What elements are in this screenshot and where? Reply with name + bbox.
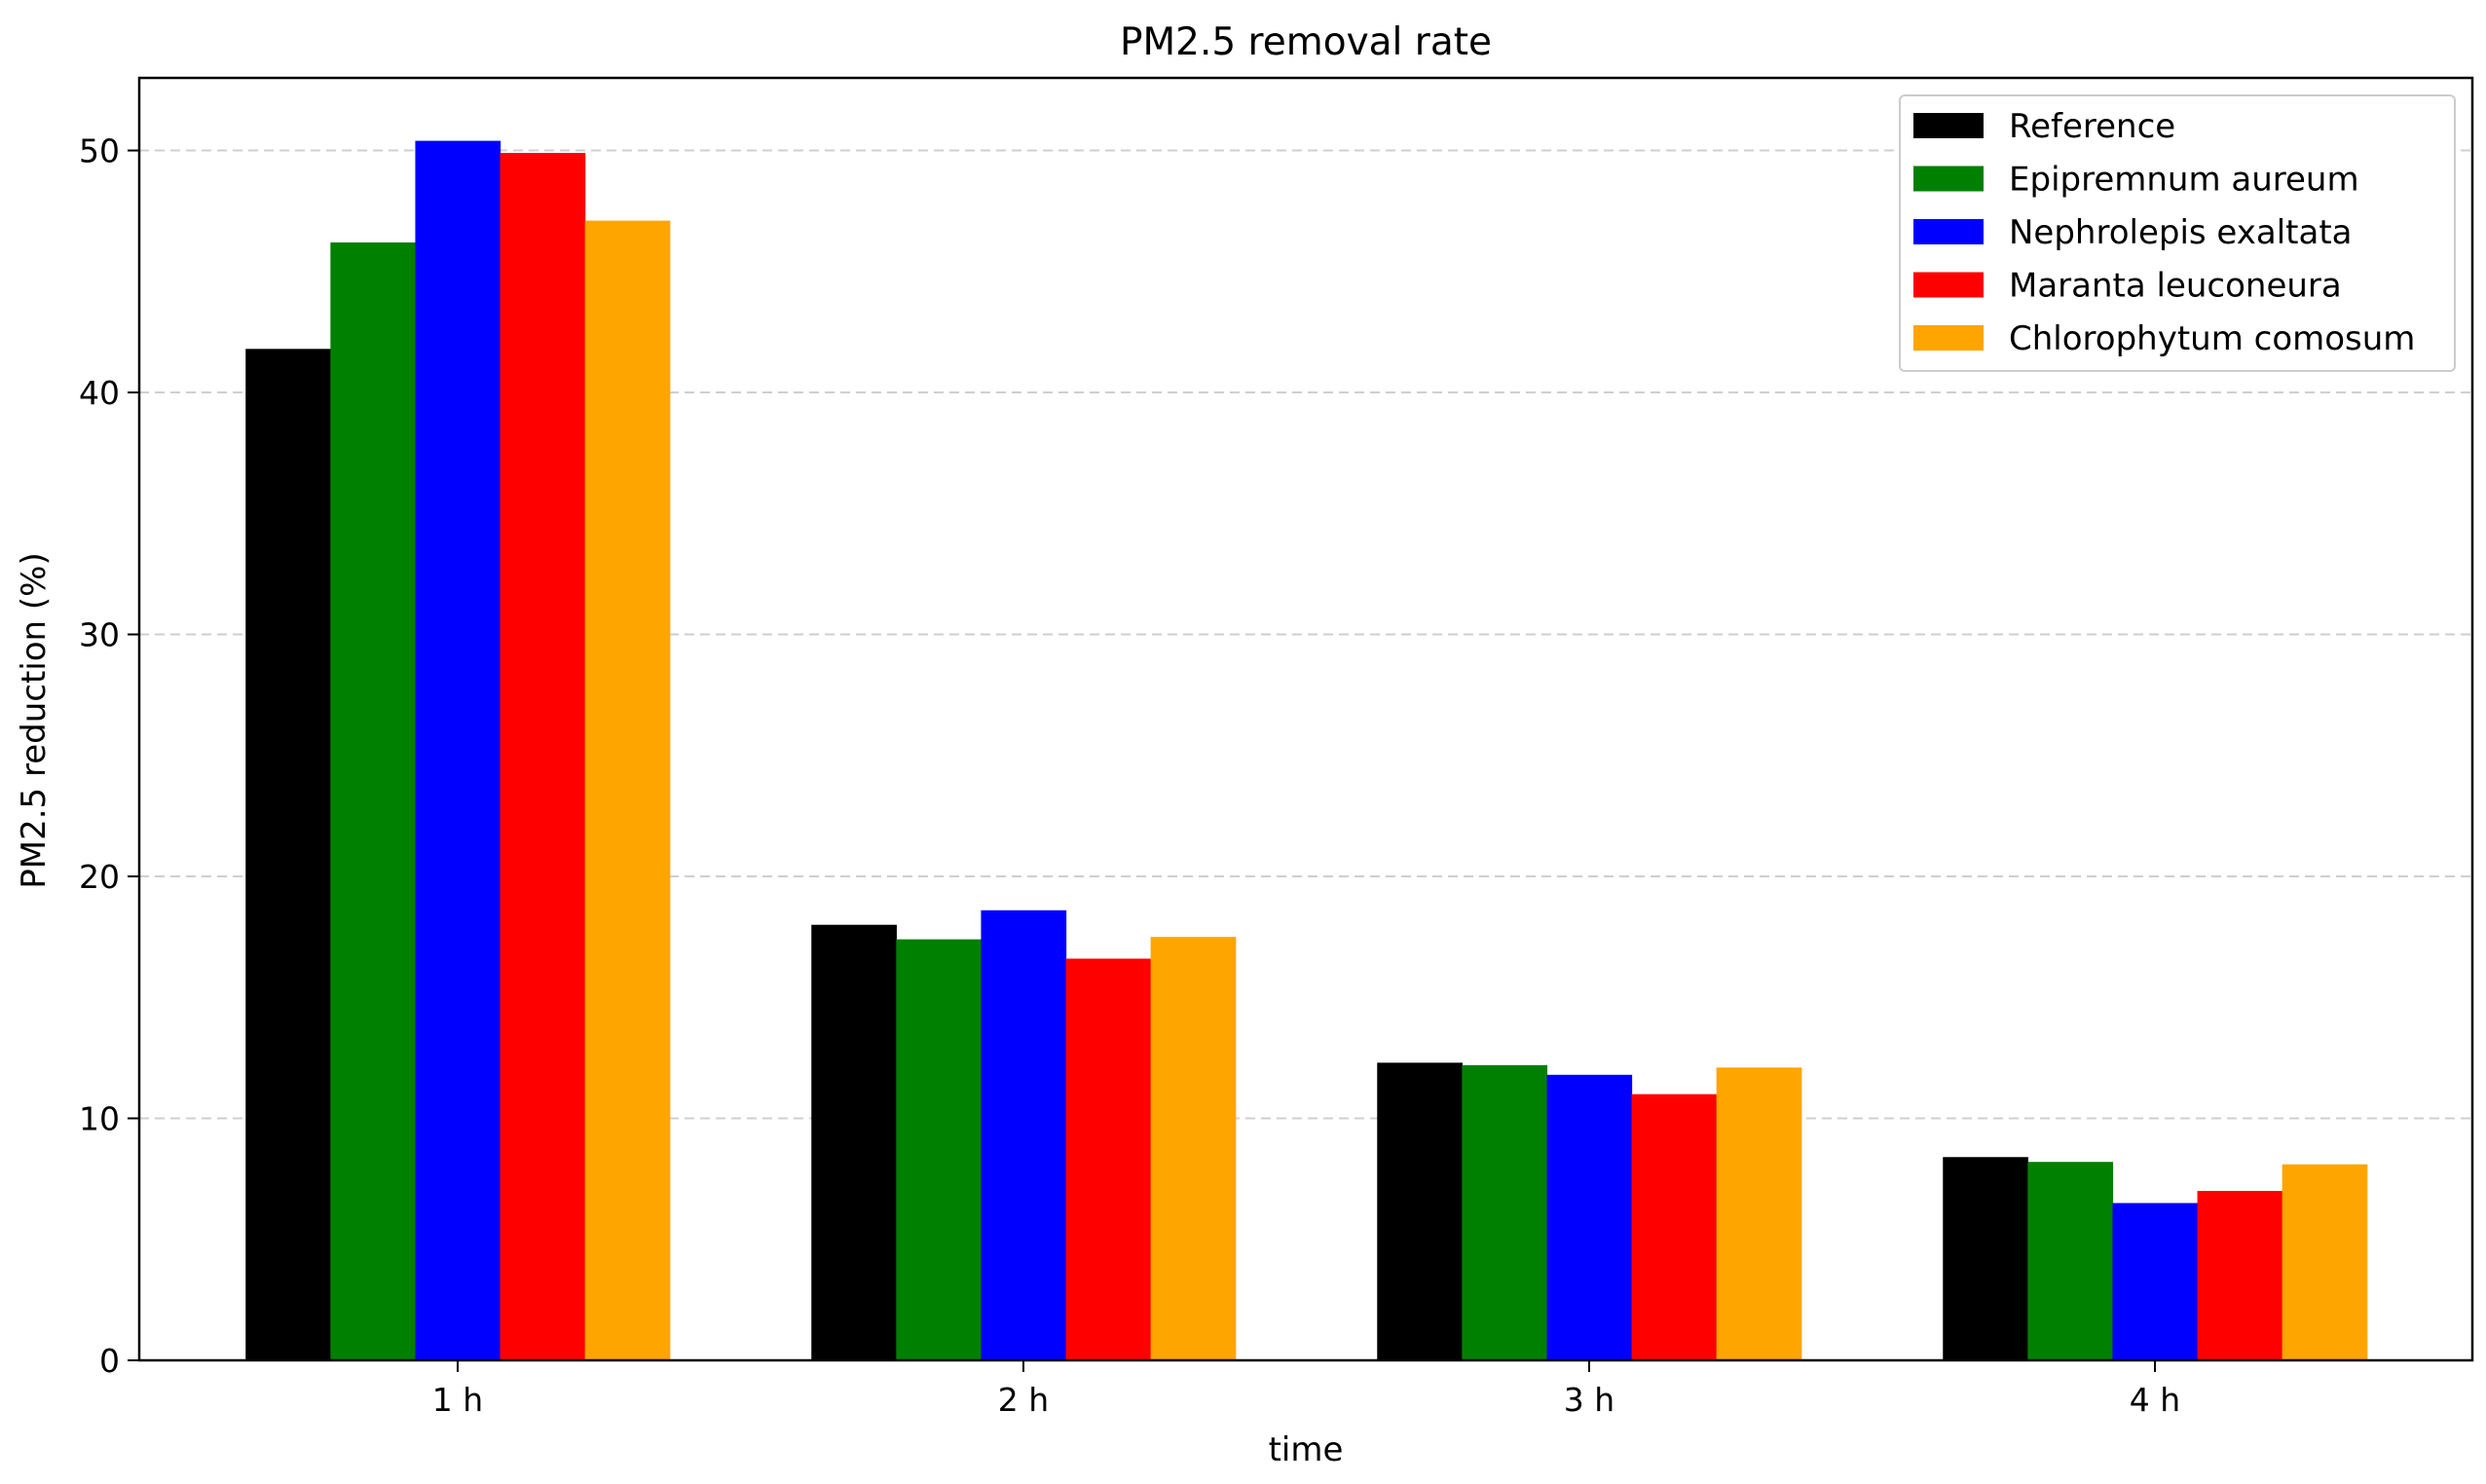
x-tick-label: 2 h: [998, 1381, 1049, 1419]
legend-box: [1899, 94, 2456, 372]
legend-swatch: [1913, 272, 1984, 298]
bar: [584, 220, 671, 1361]
legend-swatch: [1913, 166, 1984, 192]
bar: [1065, 958, 1152, 1360]
y-axis-label: PM2.5 reduction (%): [15, 552, 54, 888]
legend-label: Chlorophytum comosum: [2009, 319, 2415, 358]
legend-swatch: [1913, 219, 1984, 244]
y-tick-label: 30: [79, 616, 120, 654]
bar: [500, 153, 586, 1360]
legend-label: Maranta leuconeura: [2009, 267, 2342, 306]
bar: [1150, 937, 1237, 1360]
bar: [1546, 1074, 1633, 1360]
y-tick-label: 40: [79, 374, 120, 412]
x-axis-label: time: [1269, 1430, 1344, 1469]
bar: [2282, 1164, 2368, 1360]
bar: [1943, 1157, 2028, 1360]
bar: [1631, 1094, 1718, 1360]
bar: [245, 349, 331, 1360]
y-tick-label: 0: [99, 1342, 120, 1380]
y-tick-label: 50: [79, 132, 120, 170]
bar: [2197, 1191, 2283, 1360]
y-tick-label: 20: [79, 858, 120, 896]
bar: [1462, 1064, 1548, 1360]
y-tick-label: 10: [79, 1100, 120, 1138]
x-tick-label: 1 h: [432, 1381, 483, 1419]
legend-label: Reference: [2009, 107, 2175, 146]
bar: [330, 241, 417, 1360]
legend-swatch: [1913, 325, 1984, 351]
plot-frame: [137, 76, 2474, 1362]
bar: [2027, 1162, 2114, 1360]
bar: [811, 924, 897, 1360]
bar: [2112, 1203, 2199, 1360]
legend-swatch: [1913, 113, 1984, 138]
legend-label: Nephrolepis exaltata: [2009, 213, 2352, 252]
bar: [981, 909, 1067, 1360]
bar: [1716, 1067, 1802, 1360]
chart-title: PM2.5 removal rate: [1120, 20, 1492, 64]
bar: [1377, 1062, 1463, 1360]
x-tick-label: 3 h: [1564, 1381, 1614, 1419]
bar: [415, 140, 501, 1360]
legend-label: Epipremnum aureum: [2009, 161, 2359, 200]
x-tick-label: 4 h: [2130, 1381, 2180, 1419]
bar: [896, 939, 983, 1360]
